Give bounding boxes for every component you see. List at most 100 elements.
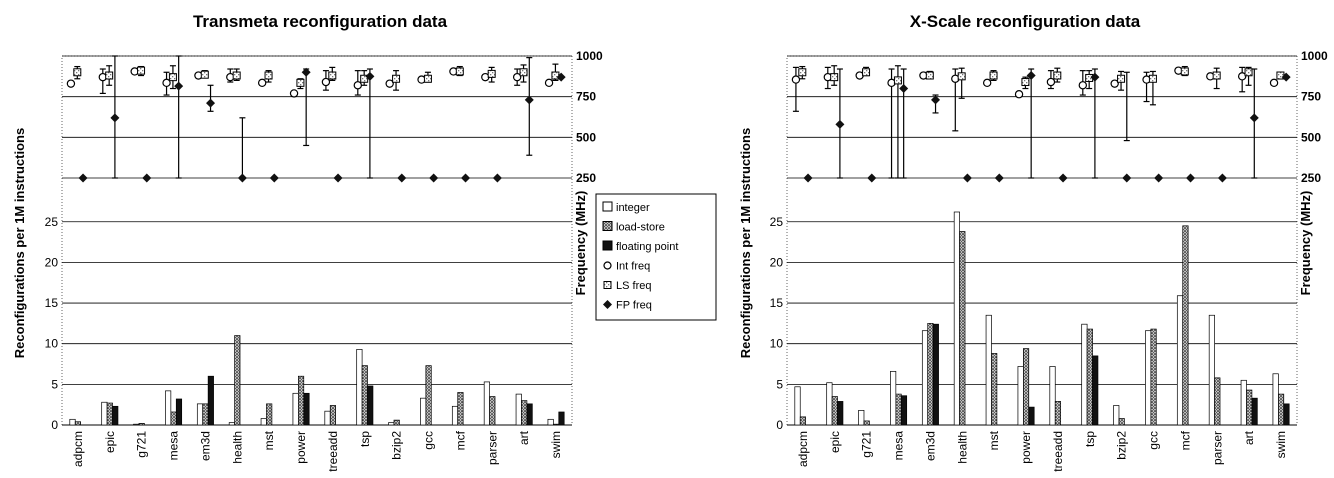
x-tick-label: adpcm [71,431,85,467]
y2-tick-label: 250 [576,171,596,185]
ls-freq-marker [264,71,273,80]
y-tick-label: 10 [45,337,59,351]
int-freq-marker [162,78,171,88]
x-tick-label: treeadd [1051,431,1065,472]
bar-integer [292,392,299,426]
bar-integer [547,418,554,426]
int-freq-marker [1014,90,1024,99]
fp-freq-marker [1122,173,1132,183]
int-freq-marker [791,75,801,84]
ls-freq-marker [137,66,146,75]
ls-freq-marker [73,68,82,77]
y2-tick-label: 500 [1301,130,1321,144]
fp-freq-marker [365,71,375,81]
y2-axis-label: Frequency (MHz) [1298,191,1313,296]
ls-freq-marker [798,68,807,77]
x-tick-label: mst [262,430,276,450]
fp-freq-marker [994,173,1004,183]
bar-integer [324,410,331,426]
fp-freq-marker [206,98,216,108]
ls-freq-marker [830,73,839,82]
fp-freq-marker [962,173,972,183]
bar-load-store [1023,348,1030,426]
x-tick-label: mesa [892,431,906,461]
y2-tick-label: 1000 [1301,49,1328,63]
bar-integer [1081,323,1088,426]
bar-load-store [1246,389,1253,426]
x-tick-label: health [955,431,969,464]
y-tick-label: 15 [45,296,59,310]
x-tick-label: swim [1274,431,1288,458]
y2-tick-label: 500 [576,130,596,144]
y-tick-label: 10 [770,337,784,351]
legend-box [595,193,717,321]
bar-integer [101,401,108,426]
y-tick-label: 5 [776,377,783,391]
bar-integer [1240,379,1247,426]
bar-floating-point [900,395,908,426]
ls-freq-marker [168,73,177,82]
bar-integer [1272,373,1279,426]
y-tick-label: 0 [776,418,783,432]
bar-floating-point [1092,355,1099,426]
bar-load-store [425,365,432,426]
xscale-chart: X-Scale reconfiguration data Reconfigura… [738,12,1328,472]
y-tick-label: 25 [770,215,784,229]
bar-integer [921,330,929,426]
ls-freq-marker [423,74,432,83]
int-freq-marker [982,78,992,88]
bar-integer [890,370,897,426]
x-tick-label: parser [1210,431,1224,465]
ls-freq-marker [200,70,209,79]
bar-load-store [553,423,560,426]
y2-axis-label: Frequency (MHz) [573,191,588,296]
ls-freq-marker [1212,71,1221,80]
bar-load-store [831,396,838,426]
bar-floating-point [367,385,374,426]
bar-load-store [202,403,209,426]
bar-load-store [170,411,177,426]
fp-freq-marker [237,173,247,183]
ls-freq-marker [1180,67,1189,76]
fp-freq-marker [1090,72,1100,82]
ls-freq-marker [296,78,305,87]
fp-freq-marker [556,72,566,82]
legend-swatch [603,300,612,309]
bar-integer [260,418,267,426]
y-tick-label: 5 [51,377,58,391]
ls-freq-marker [519,68,528,77]
bar-integer [515,393,522,426]
fp-freq-marker [1217,173,1227,183]
y2-tick-label: 1000 [576,49,603,63]
x-tick-label: tsp [358,431,372,447]
bar-integer [985,314,992,426]
int-freq-marker [385,79,394,88]
fp-freq-marker [110,113,120,123]
legend-label: integer [616,202,650,214]
bar-load-store [1214,377,1221,426]
int-freq-marker [66,79,76,88]
bar-integer [228,422,235,426]
bar-integer [1208,314,1215,426]
y-tick-label: 0 [51,418,58,432]
x-tick-label: power [294,431,308,464]
ls-freq-marker [455,67,464,76]
transmeta-chart: Transmeta reconfiguration data Reconfigu… [12,12,603,472]
x-tick-label: gcc [1147,431,1161,450]
bar-integer [858,410,865,426]
bar-load-store [991,353,998,426]
bar-load-store [457,392,464,426]
legend-swatch [603,281,612,289]
y2-tick-label: 250 [1301,171,1321,185]
bar-integer [133,423,140,426]
bar-load-store [927,323,934,426]
bar-load-store [1182,225,1189,426]
bar-load-store [1054,401,1061,426]
int-freq-marker [544,78,554,88]
x-tick-label: gcc [422,431,436,450]
legend-swatch [602,221,613,231]
fp-freq-marker [397,173,407,183]
bar-floating-point [175,398,183,426]
x-tick-label: art [517,430,531,445]
